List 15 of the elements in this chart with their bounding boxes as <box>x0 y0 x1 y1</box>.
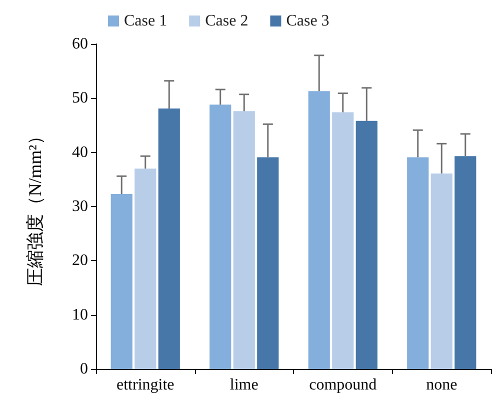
y-tick-label: 50 <box>72 90 88 107</box>
legend-label: Case 1 <box>124 12 168 30</box>
y-tick-label: 40 <box>72 144 88 161</box>
legend-label: Case 3 <box>286 12 330 30</box>
legend-label: Case 2 <box>205 12 248 30</box>
y-tick-label: 60 <box>72 36 88 52</box>
y-tick-label: 10 <box>72 306 88 324</box>
y-tick-label: 0 <box>80 360 88 378</box>
x-tick-label: none <box>426 376 458 394</box>
y-tick-label: 30 <box>72 198 88 215</box>
y-tick-label: 20 <box>72 252 88 270</box>
x-tick-label: lime <box>230 376 258 394</box>
x-tick-label: ettringite <box>116 376 174 394</box>
y-axis-title: 圧縮強度（N/mm²） <box>25 126 45 286</box>
x-tick-label: compound <box>309 376 377 394</box>
